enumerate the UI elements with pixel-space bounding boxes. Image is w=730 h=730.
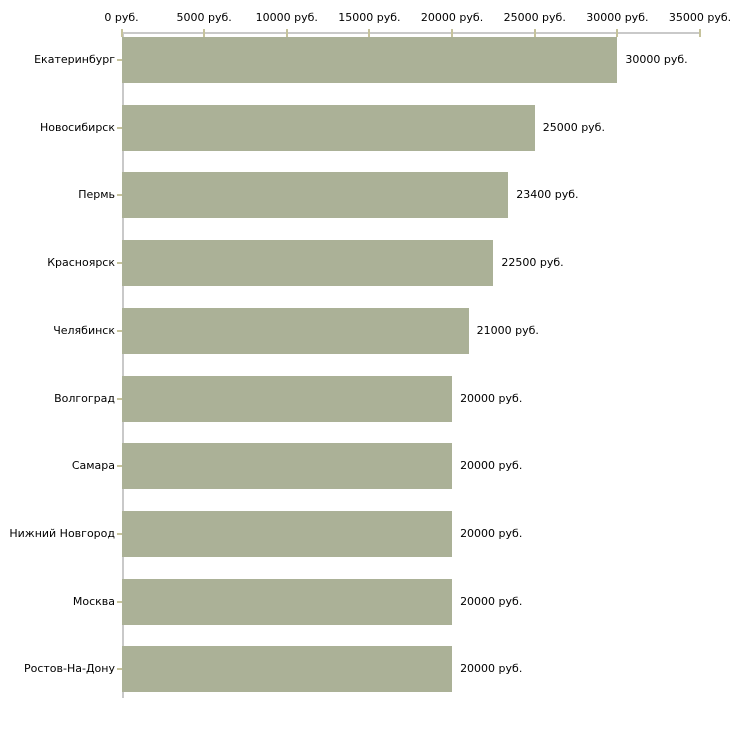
x-axis-line (121, 32, 701, 34)
bar-0 (122, 37, 618, 83)
category-label: Нижний Новгород (9, 526, 115, 540)
y-tick-mark (117, 397, 122, 400)
value-label: 20000 руб. (460, 594, 523, 608)
x-tick-mark (120, 29, 123, 37)
x-tick-mark (533, 29, 536, 37)
y-tick-mark (117, 329, 122, 332)
x-tick-label: 0 руб. (104, 11, 139, 24)
x-tick-mark (285, 29, 288, 37)
y-tick-mark (117, 668, 122, 671)
category-label: Пермь (78, 188, 115, 202)
y-tick-mark (117, 59, 122, 61)
bar-1 (122, 104, 535, 151)
value-label: 30000 руб. (625, 53, 688, 66)
x-tick-label: 35000 руб. (668, 11, 730, 24)
x-tick-mark (203, 29, 206, 37)
value-label: 25000 руб. (542, 120, 605, 134)
y-tick-mark (117, 465, 122, 468)
x-tick-mark (368, 29, 371, 37)
bar-9 (122, 646, 453, 693)
y-tick-mark (117, 126, 122, 129)
value-label: 21000 руб. (476, 323, 539, 337)
y-tick-mark (117, 600, 122, 603)
y-tick-mark (117, 532, 122, 535)
bar-2 (122, 172, 509, 219)
x-tick-label: 30000 руб. (586, 11, 649, 24)
y-tick-mark (117, 194, 122, 197)
bar-4 (122, 307, 469, 354)
bar-3 (122, 240, 494, 287)
value-label: 20000 руб. (460, 526, 523, 540)
category-label: Новосибирск (39, 120, 115, 134)
x-tick-label: 15000 руб. (338, 11, 401, 24)
value-label: 22500 руб. (501, 256, 564, 270)
bar-6 (122, 443, 453, 490)
value-label: 20000 руб. (460, 391, 523, 405)
value-label: 20000 руб. (460, 459, 523, 473)
y-axis-line (121, 32, 124, 698)
y-tick-mark (117, 262, 122, 265)
category-label: Москва (72, 594, 115, 608)
x-tick-mark (699, 29, 701, 37)
x-tick-label: 20000 руб. (420, 11, 484, 24)
category-label: Красноярск (47, 256, 115, 270)
x-tick-mark (451, 29, 454, 37)
category-label: Екатеринбург (34, 53, 115, 66)
value-label: 20000 руб. (460, 662, 523, 676)
category-label: Волгоград (54, 391, 115, 405)
category-label: Челябинск (53, 323, 115, 337)
category-label: Ростов-На-Дону (23, 662, 115, 676)
x-tick-label: 5000 руб. (176, 11, 232, 24)
x-tick-mark (616, 29, 619, 37)
bar-5 (122, 375, 453, 422)
category-label: Самара (71, 459, 115, 473)
x-tick-label: 25000 руб. (503, 11, 566, 24)
value-label: 23400 руб. (516, 188, 579, 202)
x-tick-label: 10000 руб. (255, 11, 318, 24)
bar-8 (122, 578, 453, 625)
bar-7 (122, 510, 453, 557)
